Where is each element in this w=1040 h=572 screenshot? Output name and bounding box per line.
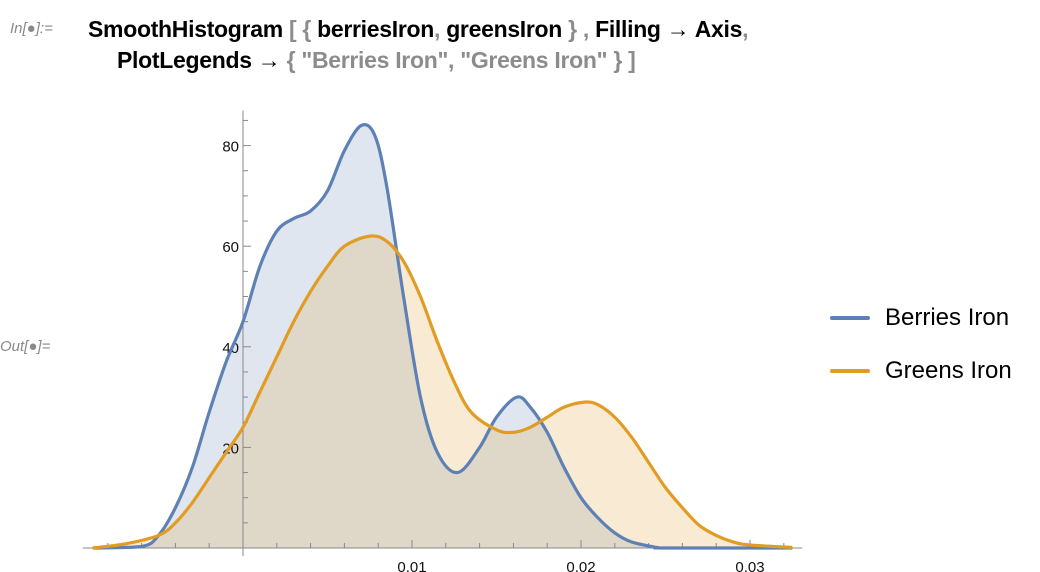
x-tick-label: 0.02	[566, 559, 595, 572]
code-token: [ {	[288, 16, 318, 42]
code-token: ,	[434, 16, 447, 42]
input-cell-label: In[●]:=	[10, 20, 53, 37]
code-token: } ,	[562, 16, 596, 42]
series-line-greens-iron	[92, 234, 793, 550]
area-fill-0	[92, 124, 793, 549]
code-line-2[interactable]: PlotLegends → { "Berries Iron", "Greens …	[117, 47, 636, 74]
legend-swatch-berries	[830, 316, 870, 320]
legend-item-greens-iron: Greens Iron	[830, 357, 1012, 385]
code-token: { "Berries Iron", "Greens Iron" } ]	[286, 47, 636, 73]
code-token: PlotLegends →	[117, 47, 287, 73]
legend-swatch-greens	[830, 369, 870, 373]
code-token: berriesIron	[317, 16, 434, 42]
code-token: greensIron	[446, 16, 563, 42]
y-tick-label: 80	[222, 139, 239, 156]
x-tick-label: 0.03	[735, 559, 764, 572]
legend-item-berries-iron: Berries Iron	[830, 304, 1009, 332]
code-token: SmoothHistogram	[88, 16, 289, 42]
x-tick-label: 0.01	[397, 559, 426, 572]
legend-label: Greens Iron	[885, 357, 1012, 384]
y-tick-label: 60	[222, 239, 239, 256]
series-line-berries-iron	[92, 122, 793, 550]
code-token: ,	[742, 16, 749, 42]
code-line-1[interactable]: SmoothHistogram [ { berriesIron, greensI…	[88, 16, 749, 43]
area-fill-1	[92, 235, 793, 548]
code-token: Filling → Axis	[595, 16, 743, 42]
output-cell-label: Out[●]=	[0, 338, 51, 355]
legend-label: Berries Iron	[885, 304, 1010, 331]
